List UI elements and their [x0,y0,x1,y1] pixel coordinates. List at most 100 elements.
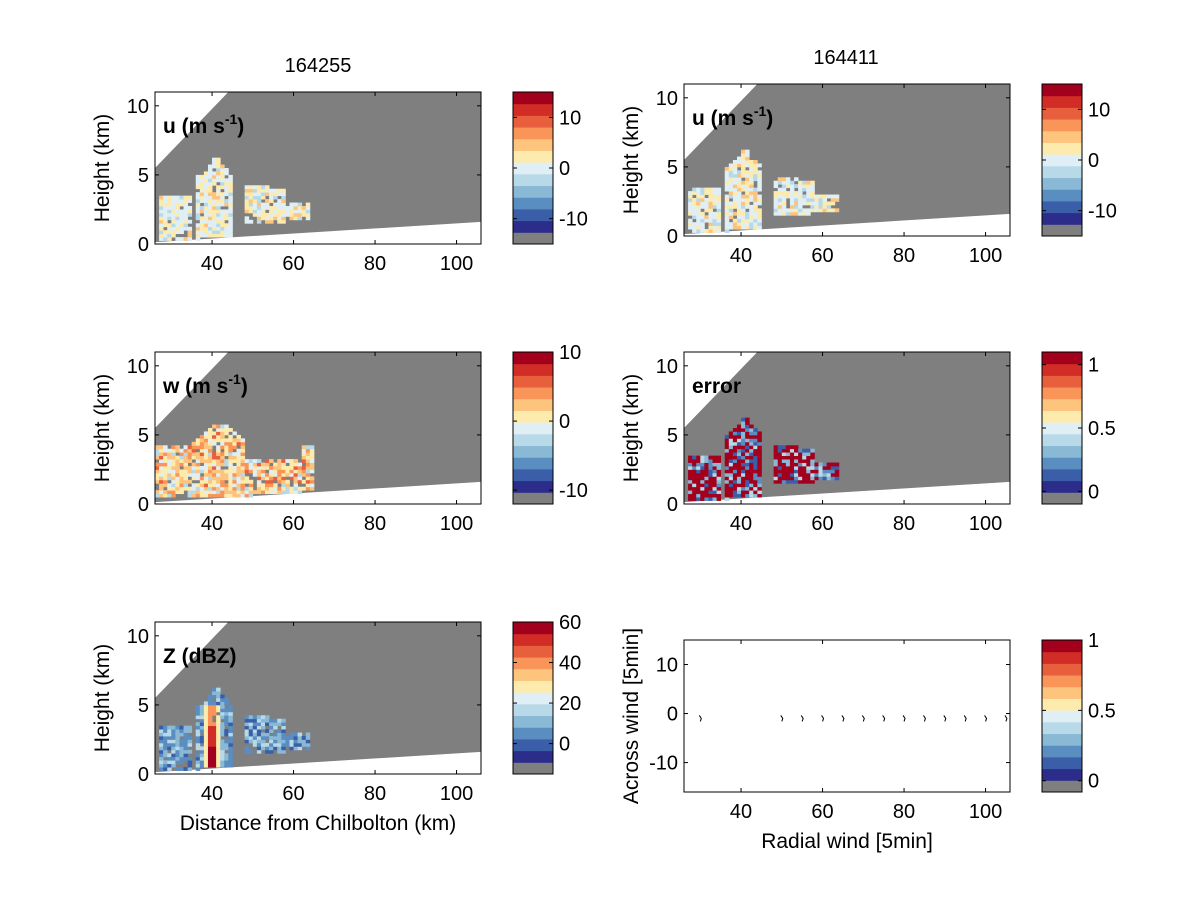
data-cell [248,493,254,498]
data-cell [187,486,193,491]
data-cell [745,448,750,453]
x-tick-label: 60 [811,801,833,823]
data-cell [741,208,746,213]
data-cell [163,732,168,737]
data-cell [171,209,176,214]
data-cell [736,225,742,230]
data-cell [789,476,795,481]
y-tick-label: 10 [127,626,149,648]
data-cell [265,715,270,720]
colorbar-tick-label: -10 [559,480,588,502]
data-cell [203,486,209,491]
data-cell [216,736,221,740]
data-cell [207,739,213,744]
data-cell [203,431,209,436]
data-cell [195,490,201,495]
data-cell [212,431,217,436]
data-cell [753,170,758,175]
data-cell [167,763,172,768]
data-cell [269,192,274,197]
data-cell [736,187,742,192]
data-cell [712,229,717,233]
data-cell [305,479,311,484]
data-cell [728,204,734,209]
data-cell [203,742,209,747]
data-cell [289,469,294,474]
data-cell [203,476,209,481]
data-cell [199,749,205,754]
data-cell [708,218,713,223]
data-cell [183,455,188,460]
data-cell [212,226,217,231]
data-cell [183,725,188,730]
data-cell [281,486,286,491]
data-cell [712,187,717,192]
data-cell [810,184,815,189]
data-cell [749,448,754,453]
data-cell [704,208,709,213]
data-cell [175,749,180,754]
data-cell [777,201,783,206]
data-cell [220,729,225,733]
data-cell [256,188,262,193]
data-cell [728,466,734,470]
data-cell [281,216,286,221]
data-cell [167,202,172,207]
data-cell [240,469,246,474]
data-cell [167,455,172,460]
colorbar-swatch [513,115,553,128]
data-cell [749,479,754,484]
y-tick-label: 0 [138,234,149,256]
data-cell [224,462,229,467]
data-cell [277,462,282,467]
data-cell [203,753,209,758]
data-cell [207,178,213,183]
data-cell [252,715,258,720]
data-cell [806,479,811,484]
data-cell [749,222,754,227]
data-cell [216,216,221,221]
data-cell [753,222,758,227]
data-cell [305,216,311,221]
data-cell [155,493,160,498]
data-cell [187,490,193,495]
data-cell [212,195,217,200]
data-cell [244,736,250,740]
data-cell [781,459,787,463]
colorbar-swatch [1042,363,1082,376]
data-cell [187,459,193,463]
data-cell [777,187,783,192]
data-cell [187,226,193,231]
data-cell [167,226,172,231]
data-cell [265,746,270,751]
data-cell [260,188,266,193]
data-cell [260,466,266,470]
data-cell [212,469,217,474]
data-cell [728,469,734,474]
data-cell [688,490,693,495]
data-cell [789,201,795,206]
data-cell [228,462,233,467]
data-cell [781,184,787,189]
data-cell [273,466,278,470]
x-tick-label: 60 [282,513,304,535]
data-cell [212,486,217,491]
wind-point-7 [902,715,906,722]
data-cell [724,222,730,227]
data-cell [285,742,290,747]
data-cell [830,462,836,467]
data-cell [240,448,246,453]
data-cell [741,438,746,443]
y-axis-label: Height (km) [91,644,114,753]
data-cell [240,486,246,491]
data-cell [260,483,266,488]
data-cell [265,462,270,467]
data-cell [187,466,193,470]
data-cell [232,452,237,457]
data-cell [228,739,233,744]
data-cell [712,455,717,460]
data-cell [741,222,746,227]
data-cell [224,209,229,214]
data-cell [696,483,701,488]
